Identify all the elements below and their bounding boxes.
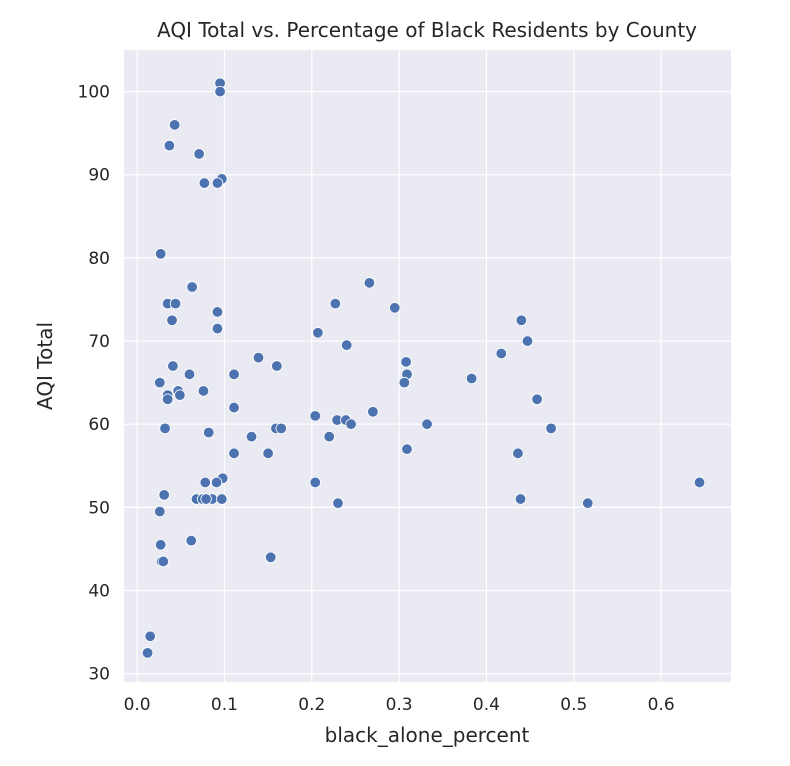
data-point bbox=[169, 297, 182, 310]
y-tick-label: 100 bbox=[78, 83, 110, 103]
data-point bbox=[197, 385, 210, 397]
data-point bbox=[245, 430, 258, 443]
data-point bbox=[166, 314, 178, 326]
data-point bbox=[521, 335, 534, 347]
y-tick-label: 30 bbox=[88, 665, 110, 685]
data-point bbox=[515, 314, 528, 326]
data-point bbox=[531, 393, 543, 405]
data-point bbox=[216, 493, 228, 505]
data-point bbox=[185, 534, 197, 547]
x-tick-label: 0.0 bbox=[124, 695, 151, 715]
data-point bbox=[398, 376, 411, 389]
data-point bbox=[193, 148, 205, 160]
data-point bbox=[228, 368, 240, 381]
data-point bbox=[174, 389, 186, 401]
y-tick-label: 80 bbox=[88, 249, 110, 269]
x-tick-labels: 0.0 0.1 0.2 0.3 0.4 0.5 0.6 bbox=[124, 695, 675, 715]
data-point bbox=[141, 647, 154, 659]
data-point bbox=[421, 418, 433, 430]
data-point bbox=[211, 306, 224, 318]
x-tick-label: 0.1 bbox=[211, 695, 238, 715]
data-point bbox=[341, 339, 353, 351]
data-point bbox=[167, 360, 179, 372]
data-point bbox=[157, 555, 170, 568]
data-point bbox=[693, 476, 706, 489]
data-point bbox=[582, 497, 594, 509]
y-axis-label: AQI Total bbox=[33, 322, 57, 410]
y-tick-label: 50 bbox=[88, 498, 110, 518]
data-point bbox=[210, 476, 223, 489]
data-point bbox=[275, 422, 287, 435]
data-point bbox=[228, 447, 240, 460]
data-point bbox=[332, 497, 344, 509]
data-point bbox=[228, 401, 240, 414]
x-axis-label: black_alone_percent bbox=[325, 723, 530, 747]
x-tick-label: 0.4 bbox=[473, 695, 500, 715]
data-point bbox=[200, 493, 212, 505]
data-point bbox=[214, 85, 226, 98]
data-point bbox=[512, 447, 524, 460]
y-tick-label: 70 bbox=[88, 332, 110, 352]
data-point bbox=[465, 372, 478, 385]
data-point bbox=[495, 347, 508, 360]
data-point bbox=[545, 422, 557, 435]
data-point bbox=[514, 493, 527, 505]
grid-lines bbox=[124, 50, 731, 682]
chart-title: AQI Total vs. Percentage of Black Reside… bbox=[157, 18, 697, 42]
data-point bbox=[159, 422, 171, 435]
data-point bbox=[203, 426, 215, 439]
data-point bbox=[186, 281, 198, 293]
data-point bbox=[154, 505, 166, 518]
data-point bbox=[198, 177, 211, 189]
x-tick-label: 0.6 bbox=[648, 695, 675, 715]
data-points bbox=[141, 77, 706, 659]
data-point bbox=[400, 356, 412, 368]
data-point bbox=[309, 476, 321, 489]
x-tick-label: 0.5 bbox=[560, 695, 587, 715]
data-point bbox=[265, 551, 277, 563]
data-point bbox=[163, 139, 176, 152]
data-point bbox=[271, 360, 283, 372]
data-point bbox=[367, 406, 379, 418]
data-point bbox=[323, 430, 335, 443]
data-point bbox=[144, 630, 156, 642]
data-point bbox=[154, 248, 167, 260]
data-point bbox=[154, 539, 167, 551]
data-point bbox=[183, 368, 196, 381]
data-point bbox=[211, 177, 224, 189]
x-tick-label: 0.3 bbox=[386, 695, 413, 715]
data-point bbox=[262, 447, 274, 460]
data-point bbox=[363, 277, 376, 289]
data-point bbox=[252, 351, 265, 364]
data-point bbox=[345, 418, 357, 430]
plot-area bbox=[124, 50, 731, 682]
data-point bbox=[312, 327, 324, 339]
data-point bbox=[168, 119, 181, 131]
data-point bbox=[158, 489, 170, 501]
data-point bbox=[199, 476, 211, 489]
data-point bbox=[154, 376, 166, 389]
data-point bbox=[329, 297, 342, 310]
data-point bbox=[401, 443, 413, 455]
data-point bbox=[309, 410, 321, 422]
y-tick-label: 40 bbox=[88, 582, 110, 602]
data-point bbox=[389, 302, 401, 314]
x-tick-label: 0.2 bbox=[298, 695, 325, 715]
y-tick-label: 60 bbox=[88, 415, 110, 435]
y-tick-label: 90 bbox=[88, 166, 110, 186]
data-point bbox=[211, 322, 224, 335]
data-point bbox=[161, 393, 174, 405]
y-tick-labels: 30 40 50 60 70 80 90 100 bbox=[78, 83, 110, 685]
